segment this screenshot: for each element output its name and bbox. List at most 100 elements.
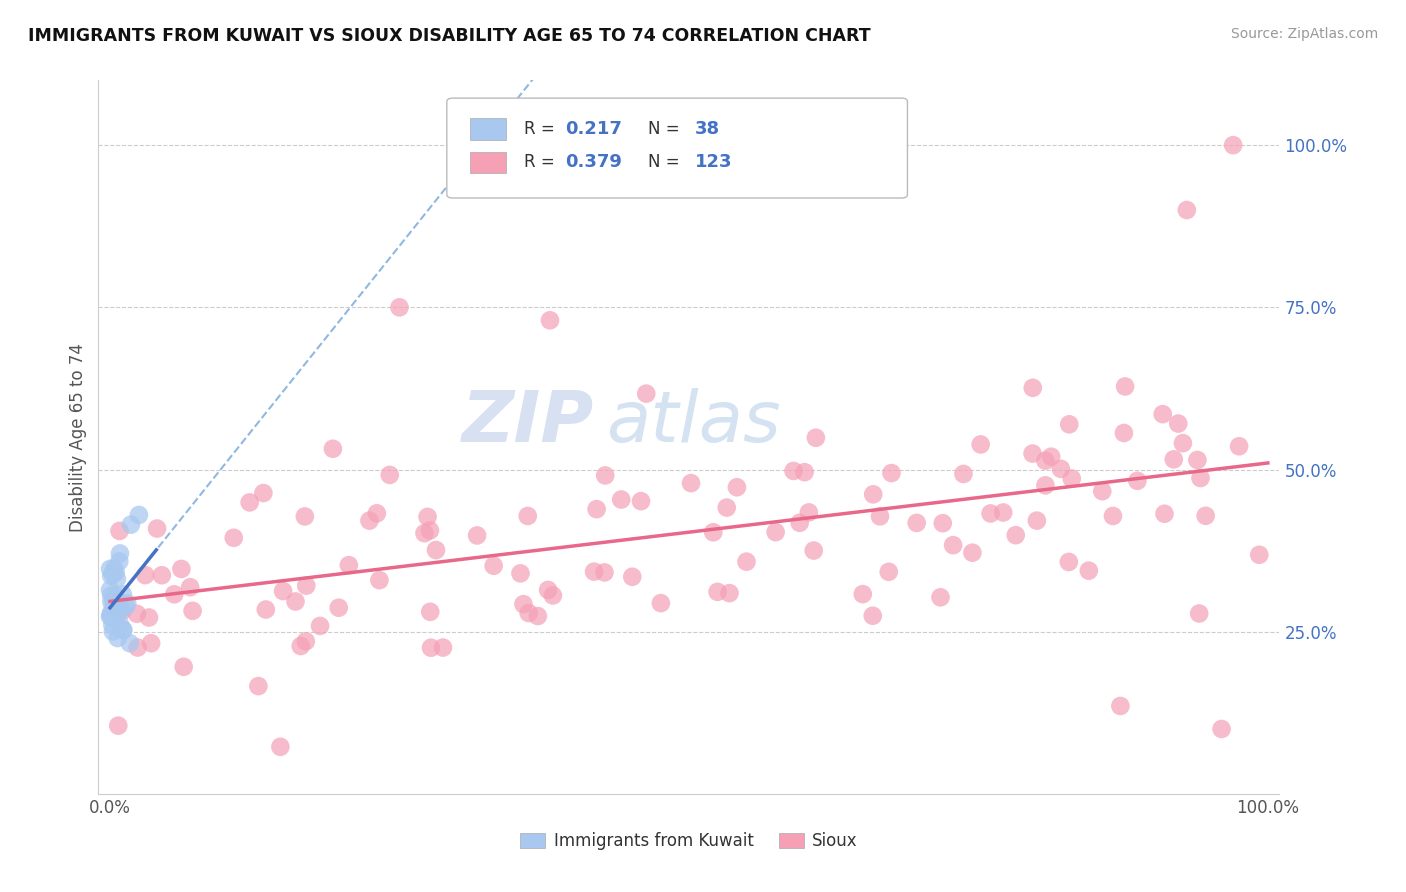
Point [803,543,825,558]
Bar [471,152,506,173]
Point [309,619,332,633]
Point [630,494,652,508]
Point [706,584,728,599]
Point [368,573,391,587]
Point [797,505,820,519]
Point [869,509,891,524]
Point [585,502,607,516]
Point [290,639,312,653]
Point [425,543,447,558]
Point [650,596,672,610]
Point [101,624,124,639]
Point [804,431,827,445]
Point [1050,462,1073,476]
Point [419,605,441,619]
Point [115,599,138,614]
Point [127,640,149,655]
Point [1188,607,1211,621]
Point [702,525,724,540]
Point [1057,417,1080,432]
Point [593,468,616,483]
Point [98,562,121,576]
Point [107,596,129,610]
Point [765,525,787,540]
Point [108,546,131,560]
Point [465,528,488,542]
Point [725,480,748,494]
Point [1035,478,1057,492]
Point [793,465,815,479]
Point [517,606,540,620]
Point [929,591,952,605]
Point [378,467,401,482]
Point [716,500,738,515]
Point [952,467,974,481]
Point [252,486,274,500]
Point [1195,508,1218,523]
Point [905,516,928,530]
Point [1167,417,1189,431]
Text: N =: N = [648,153,685,171]
Text: R =: R = [523,120,560,137]
Point [163,587,186,601]
Point [1211,722,1233,736]
Point [541,589,564,603]
Point [271,584,294,599]
Point [1126,474,1149,488]
Point [1163,452,1185,467]
Point [862,487,884,501]
Point [118,636,141,650]
Text: 123: 123 [695,153,733,171]
Point [1109,698,1132,713]
Text: 0.217: 0.217 [565,120,621,137]
Point [100,606,122,620]
Point [538,313,561,327]
FancyBboxPatch shape [447,98,907,198]
Point [1152,407,1174,421]
Point [932,516,955,531]
Point [962,546,984,560]
Point [239,495,262,509]
Point [150,568,173,582]
Point [103,561,125,575]
Point [105,572,128,586]
Point [1057,555,1080,569]
Point [254,602,277,616]
Point [366,506,388,520]
Point [295,579,318,593]
Point [1114,379,1136,393]
Point [179,580,201,594]
Point [108,604,131,618]
Point [1175,202,1198,217]
Point [103,594,125,608]
Point [98,582,121,597]
Point [101,609,124,624]
Text: Source: ZipAtlas.com: Source: ZipAtlas.com [1230,27,1378,41]
Point [104,612,127,626]
Point [388,301,411,315]
Point [294,509,316,524]
Point [139,636,162,650]
Point [636,386,658,401]
Point [1004,528,1026,542]
Point [1189,471,1212,485]
Y-axis label: Disability Age 65 to 74: Disability Age 65 to 74 [69,343,87,532]
Point [134,568,156,582]
Point [877,565,900,579]
Point [420,640,443,655]
Point [1102,508,1125,523]
Point [621,570,644,584]
Point [1035,453,1057,467]
Point [101,609,124,624]
Point [852,587,875,601]
Point [294,634,316,648]
Point [1187,453,1209,467]
Bar [471,118,506,139]
Point [679,476,702,491]
Point [170,562,193,576]
Point [593,566,616,580]
Point [610,492,633,507]
Text: IMMIGRANTS FROM KUWAIT VS SIOUX DISABILITY AGE 65 TO 74 CORRELATION CHART: IMMIGRANTS FROM KUWAIT VS SIOUX DISABILI… [28,27,870,45]
Text: 38: 38 [695,120,720,137]
Point [269,739,291,754]
